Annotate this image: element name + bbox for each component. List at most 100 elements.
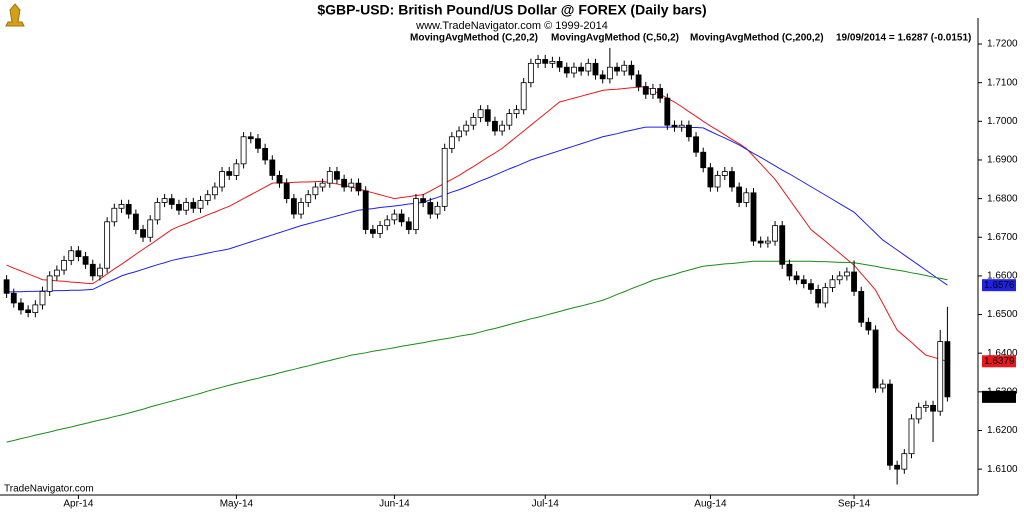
info-text: 19/09/2014 = 1.6287 (-0.0151) xyxy=(836,33,971,44)
y-tick-label: 1.7100 xyxy=(987,77,1018,88)
candle-body xyxy=(226,171,233,176)
candle-body xyxy=(743,192,750,203)
candle-body xyxy=(599,74,606,80)
candle-body xyxy=(843,271,850,277)
candle-body xyxy=(894,464,901,470)
candle-body xyxy=(427,202,434,215)
lines xyxy=(6,86,948,443)
candle-body xyxy=(800,279,807,285)
price-tag xyxy=(982,355,1016,368)
candle-body xyxy=(319,182,326,188)
candle-body xyxy=(693,136,699,153)
y-tick-label: 1.6700 xyxy=(987,232,1018,243)
candle-body xyxy=(176,204,182,211)
candle-body xyxy=(97,267,103,277)
candle-body xyxy=(348,182,355,188)
candle-body xyxy=(657,88,664,99)
candle-body xyxy=(492,120,498,132)
y-tick-label: 1.7200 xyxy=(987,39,1018,50)
y-tick-label: 1.6600 xyxy=(987,271,1018,282)
candle-body xyxy=(650,88,656,95)
candle-body xyxy=(32,304,39,314)
candle-body xyxy=(391,213,398,221)
candle-body xyxy=(822,287,829,304)
candle-body xyxy=(434,205,441,215)
candle-body xyxy=(211,186,218,196)
candle-body xyxy=(872,329,879,389)
candle-body xyxy=(283,182,290,200)
candle-body xyxy=(441,147,448,207)
candle-body xyxy=(571,66,577,74)
candle-body xyxy=(362,190,369,230)
candle-body xyxy=(255,138,261,149)
candle-body xyxy=(125,204,132,215)
candle-body xyxy=(757,240,764,244)
x-tick-label: May-14 xyxy=(220,499,254,510)
candle-body xyxy=(700,151,707,169)
candle-body xyxy=(922,404,929,408)
candle-body xyxy=(563,66,570,74)
candle-body xyxy=(556,61,563,68)
candle-body xyxy=(721,171,728,176)
candle-body xyxy=(39,290,46,306)
candle-body xyxy=(276,175,283,184)
chart-subtitle: www.TradeNavigator.com © 1999-2014 xyxy=(415,20,608,32)
candle-body xyxy=(829,279,836,288)
candle-body xyxy=(369,229,376,234)
candle-body xyxy=(240,136,247,165)
candle-body xyxy=(154,202,161,221)
price-tag xyxy=(982,279,1016,292)
chart-title: $GBP-USD: British Pound/US Dollar @ FORE… xyxy=(317,2,706,18)
candle-body xyxy=(671,124,678,128)
candle-body xyxy=(664,97,671,126)
ma-line xyxy=(6,86,948,362)
candle-body xyxy=(262,147,269,161)
candle-body xyxy=(377,225,383,234)
candle-body xyxy=(736,186,743,203)
price-tag-label: 1.6379 xyxy=(984,356,1015,367)
candle-body xyxy=(247,136,254,140)
logo xyxy=(5,3,25,27)
candle-body xyxy=(786,263,793,277)
candle-body xyxy=(779,225,786,265)
y-tick-label: 1.6900 xyxy=(987,155,1018,166)
candle-body xyxy=(219,171,225,188)
candle-body xyxy=(89,263,96,277)
candle-body xyxy=(678,124,685,128)
y-tick-label: 1.6100 xyxy=(987,464,1018,475)
candle-body xyxy=(68,250,75,261)
candle-body xyxy=(915,406,922,420)
ma-line xyxy=(6,126,948,293)
candle-body xyxy=(628,64,635,76)
footer: TradeNavigator.com xyxy=(4,484,94,495)
candles xyxy=(3,47,951,485)
candle-body xyxy=(305,194,312,203)
candle-body xyxy=(118,204,125,209)
candle-body xyxy=(190,202,197,209)
candle-body xyxy=(132,213,139,230)
candle-body xyxy=(204,194,211,201)
candle-body xyxy=(10,292,17,304)
price-tag-label: 1.6287 xyxy=(984,392,1015,403)
candle-body xyxy=(104,221,111,269)
price-tag-label: 1.6576 xyxy=(984,280,1015,291)
candle-body xyxy=(470,117,477,126)
candle-body xyxy=(147,219,154,238)
candle-body xyxy=(111,207,118,223)
candle-body xyxy=(82,256,89,265)
x-tick-label: Jun-14 xyxy=(379,499,410,510)
candle-body xyxy=(420,198,427,203)
candle-body xyxy=(53,269,60,277)
ma-line xyxy=(6,260,948,443)
price-tag xyxy=(982,390,1016,403)
candle-body xyxy=(879,383,886,389)
candle-body xyxy=(75,250,82,257)
candle-body xyxy=(908,418,915,455)
candle-body xyxy=(384,219,391,227)
candle-body xyxy=(635,74,642,87)
candle-body xyxy=(513,109,520,114)
candle-body xyxy=(326,171,333,184)
candle-body xyxy=(592,62,599,76)
